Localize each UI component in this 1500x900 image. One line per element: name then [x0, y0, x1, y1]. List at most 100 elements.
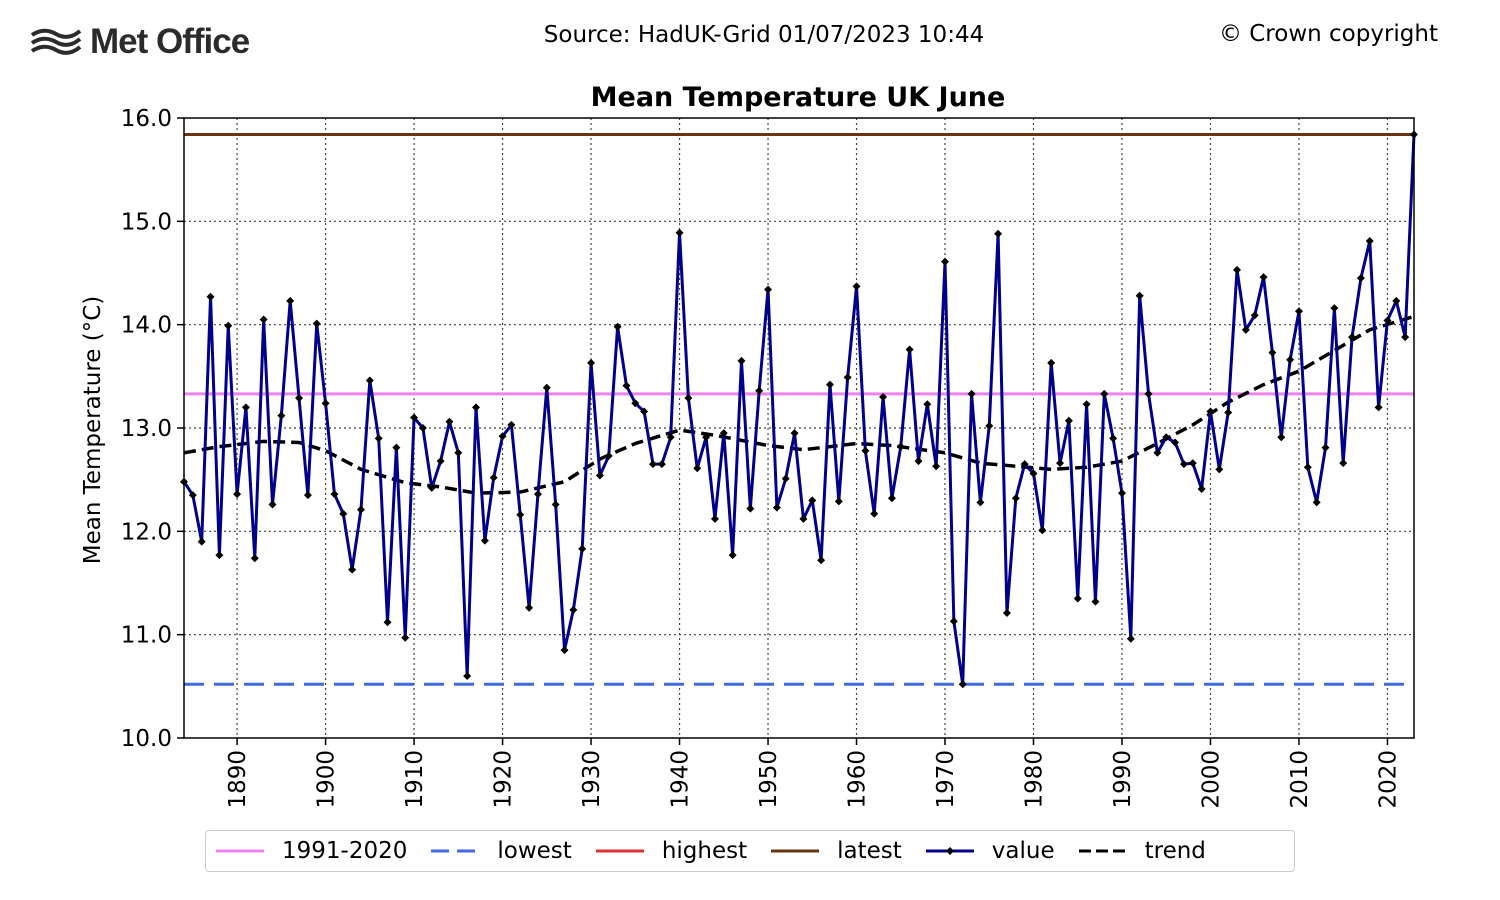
value-point: [613, 322, 622, 331]
value-point: [312, 319, 321, 328]
logo-text: Met Office: [90, 22, 250, 61]
value-point: [1241, 325, 1250, 334]
value-point: [728, 551, 737, 560]
value-point: [985, 421, 994, 430]
value-point: [1126, 634, 1135, 643]
copyright-text: © Crown copyright: [1218, 21, 1438, 47]
value-point: [436, 457, 445, 466]
y-tick-label: 13.0: [121, 416, 172, 442]
value-point: [657, 460, 666, 469]
y-tick-label: 10.0: [121, 726, 172, 752]
value-point: [923, 400, 932, 409]
value-point: [1109, 434, 1118, 443]
value-point: [454, 448, 463, 457]
legend-label: lowest: [497, 838, 572, 864]
value-point: [1002, 608, 1011, 617]
value-point: [427, 483, 436, 492]
value-point: [188, 491, 197, 500]
value-point: [1348, 333, 1357, 342]
value-point: [1224, 408, 1233, 417]
value-point: [834, 497, 843, 506]
value-point: [772, 503, 781, 512]
value-point: [560, 646, 569, 655]
value-point: [1303, 463, 1312, 472]
value-point: [1392, 296, 1401, 305]
value-point: [1011, 494, 1020, 503]
value-point: [958, 680, 967, 689]
value-point: [1188, 459, 1197, 468]
legend-swatch: [771, 849, 820, 853]
value-point: [1144, 389, 1153, 398]
value-point: [578, 544, 587, 553]
x-tick-label: 1920: [491, 750, 517, 809]
value-point: [1215, 465, 1224, 474]
legend-item-1991-2020: 1991-2020: [212, 838, 407, 864]
value-point: [480, 536, 489, 545]
value-point: [1356, 274, 1365, 283]
legend-item-lowest: lowest: [427, 838, 572, 864]
value-point: [719, 429, 728, 438]
value-point: [1250, 311, 1259, 320]
value-point: [675, 228, 684, 237]
value-point: [1047, 358, 1056, 367]
value-point: [498, 432, 507, 441]
value-point: [206, 292, 215, 301]
legend-swatch: [1078, 849, 1127, 853]
value-point: [1277, 433, 1286, 442]
x-tick-label: 2020: [1375, 750, 1401, 809]
legend-label: latest: [837, 838, 902, 864]
value-point: [1268, 348, 1277, 357]
value-point: [737, 356, 746, 365]
value-point: [587, 358, 596, 367]
value-point: [755, 386, 764, 395]
value-point: [1091, 597, 1100, 606]
value-point: [295, 394, 304, 403]
value-point: [542, 383, 551, 392]
value-point: [1233, 265, 1242, 274]
y-tick-label: 14.0: [121, 313, 172, 339]
value-point: [976, 498, 985, 507]
value-point: [321, 399, 330, 408]
value-point: [604, 451, 613, 460]
value-point: [250, 554, 259, 563]
value-point: [1162, 433, 1171, 442]
value-point: [861, 446, 870, 455]
value-point: [1383, 316, 1392, 325]
value-point: [887, 494, 896, 503]
met-office-logo: Met Office: [30, 22, 250, 62]
value-point: [463, 672, 472, 680]
value-point: [1365, 236, 1374, 245]
value-point: [1064, 416, 1073, 425]
met-office-wave-icon: [30, 28, 82, 55]
value-point: [896, 442, 905, 451]
value-point: [710, 514, 719, 523]
value-point: [764, 285, 773, 294]
value-point: [684, 394, 693, 403]
value-point: [1073, 594, 1082, 603]
value-point: [1153, 448, 1162, 457]
value-point: [595, 471, 604, 480]
value-point: [1330, 304, 1339, 313]
value-point: [1135, 291, 1144, 300]
value-point: [1197, 484, 1206, 493]
x-tick-label: 1960: [845, 750, 871, 809]
value-point: [1312, 498, 1321, 507]
value-point: [746, 504, 755, 513]
legend-item-value: value: [922, 838, 1055, 864]
value-point: [879, 393, 888, 401]
value-point: [843, 373, 852, 382]
value-point: [1179, 460, 1188, 469]
y-tick-label: 16.0: [121, 106, 172, 132]
chart-title: Mean Temperature UK June: [591, 82, 1006, 113]
value-point: [356, 505, 365, 514]
value-point: [932, 462, 941, 471]
value-point: [1171, 438, 1180, 447]
value-point: [1056, 459, 1065, 468]
y-axis-ticks: 10.0 11.0 12.0 13.0 14.0 15.0 16.0: [121, 106, 184, 752]
grid-lines: [184, 118, 1414, 738]
value-point: [914, 457, 923, 466]
y-tick-label: 12.0: [121, 519, 172, 545]
value-point: [215, 551, 224, 560]
value-point: [1038, 526, 1047, 535]
value-point: [489, 473, 498, 482]
